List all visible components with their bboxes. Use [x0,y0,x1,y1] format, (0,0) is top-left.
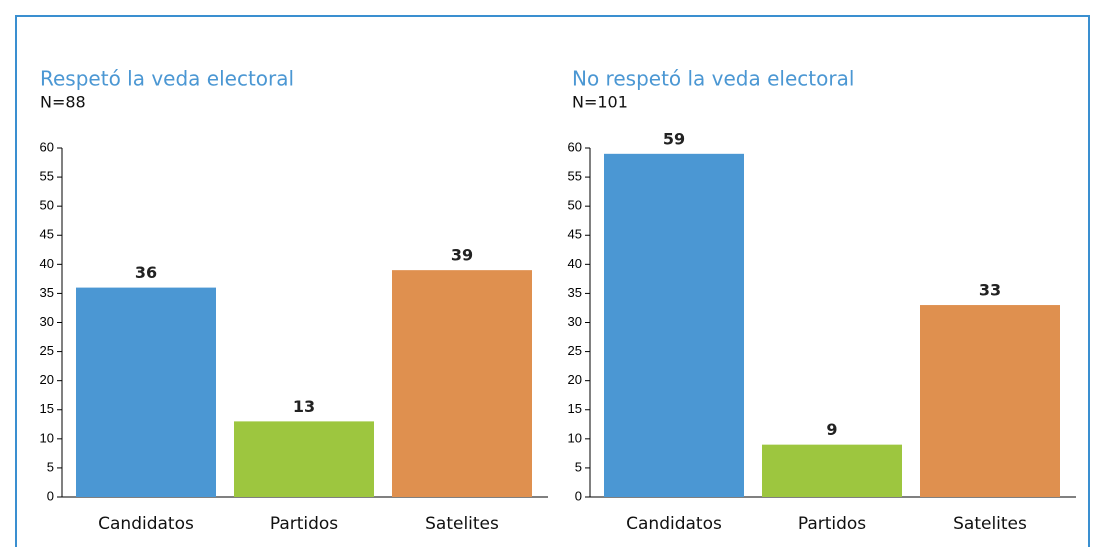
y-tick-label: 10 [568,430,582,445]
y-tick-label: 40 [568,256,582,271]
y-tick-label: 15 [568,401,582,416]
y-tick-label: 55 [40,169,54,184]
y-tick-label: 25 [568,343,582,358]
y-tick-label: 55 [568,169,582,184]
y-tick-label: 60 [568,139,582,154]
data-label: 13 [293,397,315,416]
data-label: 9 [826,420,837,439]
x-tick-label: Satelites [425,514,499,534]
frame [15,15,1090,547]
bar [76,287,216,497]
y-tick-label: 45 [568,227,582,242]
y-tick-label: 45 [40,227,54,242]
y-tick-label: 50 [568,198,582,213]
data-label: 39 [451,246,473,265]
chart-title: No respetó la veda electoral [572,67,854,91]
y-tick-label: 0 [575,488,582,503]
x-tick-label: Candidatos [626,514,722,534]
y-tick-label: 20 [568,372,582,387]
y-tick-label: 40 [40,256,54,271]
y-tick-label: 20 [40,372,54,387]
x-tick-label: Satelites [953,514,1027,534]
chart-title: Respetó la veda electoral [40,67,294,91]
x-tick-label: Partidos [798,514,866,534]
bar [762,444,902,497]
y-tick-label: 25 [40,343,54,358]
bar [392,270,532,497]
y-tick-label: 10 [40,430,54,445]
y-tick-label: 50 [40,198,54,213]
y-tick-label: 30 [40,314,54,329]
y-tick-label: 35 [40,285,54,300]
data-label: 59 [663,129,685,148]
x-tick-label: Candidatos [98,514,194,534]
y-tick-label: 30 [568,314,582,329]
y-tick-label: 0 [47,488,54,503]
x-tick-label: Partidos [270,514,338,534]
data-label: 33 [979,281,1001,300]
bar [920,305,1060,497]
data-label: 36 [135,263,157,282]
y-tick-label: 5 [575,459,582,474]
bar [604,153,744,498]
y-tick-label: 60 [40,139,54,154]
bar [234,421,374,497]
y-tick-label: 15 [40,401,54,416]
y-tick-label: 35 [568,285,582,300]
chart-subtitle: N=101 [572,93,628,112]
chart-subtitle: N=88 [40,93,86,112]
y-tick-label: 5 [47,459,54,474]
